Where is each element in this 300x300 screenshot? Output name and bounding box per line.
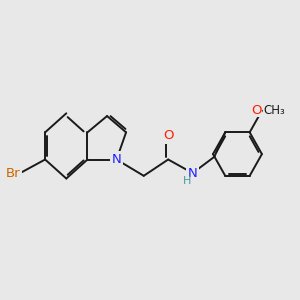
Text: O: O	[251, 104, 262, 117]
Text: N: N	[112, 153, 122, 166]
Text: CH₃: CH₃	[263, 104, 285, 117]
Text: Br: Br	[5, 167, 20, 180]
Text: H: H	[182, 176, 191, 186]
Text: N: N	[188, 167, 197, 180]
Text: O: O	[163, 129, 173, 142]
